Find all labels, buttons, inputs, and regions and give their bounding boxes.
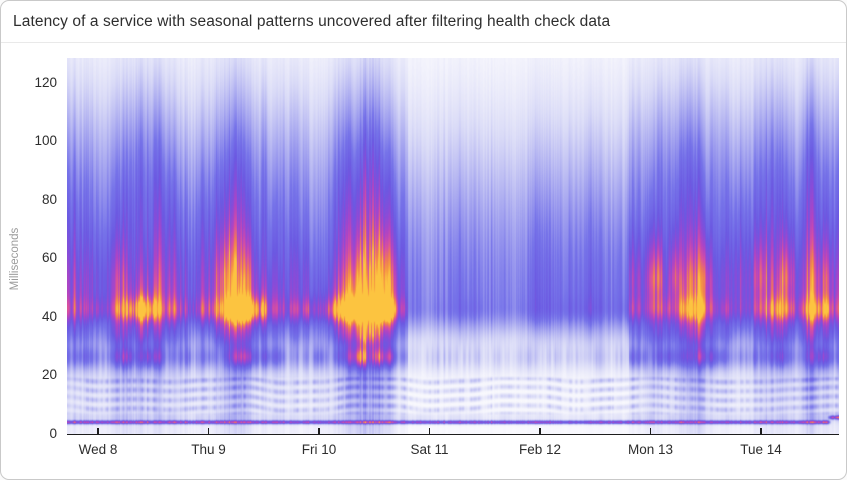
- y-tick-label: 60: [41, 250, 57, 266]
- x-tick-label: Wed 8: [78, 442, 118, 457]
- x-tick-label: Sat 11: [410, 442, 449, 457]
- x-tick-label: Tue 14: [740, 442, 782, 457]
- y-tick-label: 40: [41, 308, 57, 324]
- y-tick-label: 20: [41, 367, 57, 383]
- x-tick-label: Fri 10: [301, 442, 337, 457]
- heatmap-canvas[interactable]: [67, 58, 839, 435]
- x-tick-mark: [207, 428, 210, 434]
- x-tick-mark: [318, 428, 320, 434]
- x-tick-mark: [97, 428, 99, 434]
- y-tick-label: 0: [49, 425, 57, 441]
- x-axis-line: [67, 434, 839, 435]
- x-tick-label: Mon 13: [627, 442, 674, 457]
- y-tick-label: 100: [34, 133, 57, 149]
- y-tick-label: 120: [34, 74, 57, 90]
- x-tick-mark: [760, 428, 762, 434]
- x-tick-mark: [428, 428, 431, 434]
- chart-title: Latency of a service with seasonal patte…: [13, 13, 611, 30]
- x-tick-label: Feb 12: [518, 442, 562, 457]
- x-tick-mark: [539, 428, 541, 434]
- title-divider: [1, 42, 846, 43]
- x-tick-mark: [649, 428, 652, 434]
- x-tick-label: Thu 9: [191, 442, 226, 457]
- y-tick-label: 80: [41, 191, 57, 207]
